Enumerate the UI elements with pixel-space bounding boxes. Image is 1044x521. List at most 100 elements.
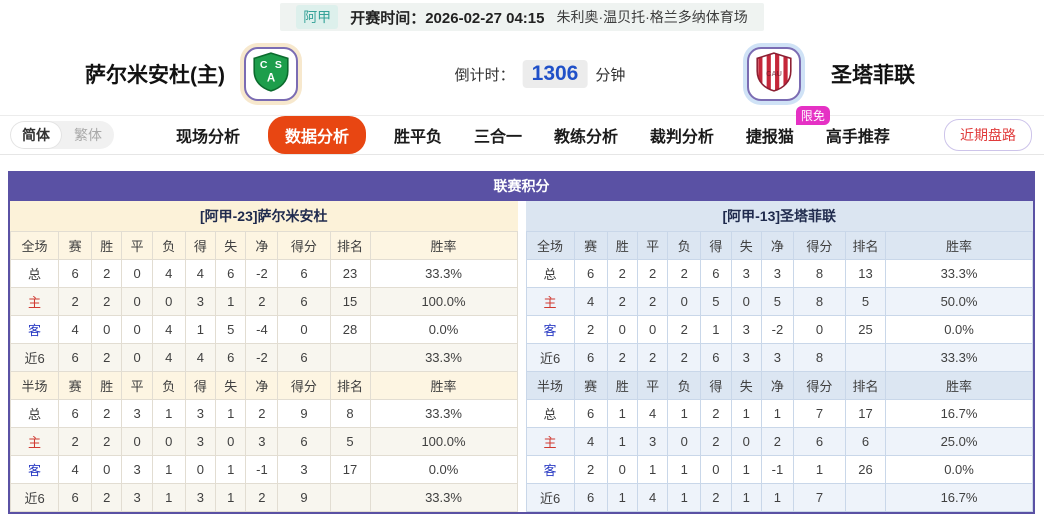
- stat-cell: 3: [760, 343, 794, 372]
- stat-cell: 9: [277, 483, 331, 512]
- stat-cell: -1: [245, 455, 279, 484]
- stat-cell: 2: [245, 399, 279, 428]
- column-header: 失: [730, 231, 762, 260]
- tab-three-in-one[interactable]: 三合一: [473, 129, 522, 146]
- svg-text:C: C: [260, 58, 268, 70]
- column-header: 赛: [573, 231, 608, 260]
- stat-cell: 8: [792, 259, 847, 288]
- lang-traditional-button[interactable]: 繁体: [74, 127, 102, 143]
- table-row: 近6 6 2 0 4 4 6 -2 6 33.3%: [9, 343, 518, 372]
- lang-simplified-button[interactable]: 简体: [10, 121, 62, 149]
- column-header: 负: [667, 371, 702, 400]
- column-header: 赛: [573, 371, 608, 400]
- stat-cell: [845, 343, 887, 372]
- stat-cell: 3: [184, 287, 217, 316]
- tab-win-draw-lose[interactable]: 胜平负: [393, 129, 442, 146]
- stat-cell: 2: [700, 483, 732, 512]
- stat-cell: 4: [58, 315, 93, 344]
- row-label: 客: [525, 455, 575, 484]
- stat-cell: 6: [573, 343, 608, 372]
- row-label: 总: [525, 259, 575, 288]
- panel-body: [阿甲-23]萨尔米安杜 全场赛胜平负得失净得分 排名 胜率总 6 2 0 4 4 6 -2 6 23…: [9, 201, 1033, 512]
- row-label: 总: [525, 399, 575, 428]
- stat-cell: 1: [215, 483, 247, 512]
- table-row: 客 4 0 0 4 1 5 -4 0 28 0.0%: [9, 315, 518, 344]
- column-header: 得: [184, 371, 217, 400]
- table-row: 近6 6 1 4 1 2 1 1 7 16.7%: [525, 483, 1033, 512]
- stat-cell: -2: [245, 343, 279, 372]
- stat-cell: 0: [792, 315, 847, 344]
- home-standings-table-wrap: 全场赛胜平负得失净得分 排名 胜率总 6 2 0 4 4 6 -2 6 23 33.3% 主 2 2 0 0 3 1 2…: [9, 231, 518, 512]
- column-header: 平: [121, 371, 153, 400]
- away-team-logo: CAU: [747, 47, 801, 101]
- tab-coach-analysis[interactable]: 教练分析: [553, 129, 618, 146]
- recent-trend-button[interactable]: 近期盘路: [944, 119, 1032, 151]
- column-header: 负: [151, 371, 186, 400]
- home-team-name: 萨尔米安杜(主): [85, 64, 225, 87]
- tab-live-analysis[interactable]: 现场分析: [176, 129, 241, 146]
- stat-cell: 2: [760, 427, 794, 456]
- table-row: 主 4 2 2 0 5 0 5 8 5 50.0%: [525, 287, 1033, 316]
- stat-cell: 25: [845, 315, 887, 344]
- tab-jiebao-cat[interactable]: 捷报猫 限免: [742, 106, 830, 153]
- stat-cell: 2: [606, 287, 638, 316]
- column-header: 排名: [329, 371, 371, 400]
- stat-cell: 16.7%: [885, 483, 1033, 512]
- stat-cell: 3: [730, 315, 762, 344]
- column-header: 平: [636, 231, 669, 260]
- column-header: 胜率: [369, 231, 518, 260]
- away-standings-subtitle: [阿甲-13]圣塔菲联: [525, 201, 1033, 231]
- stat-cell: 0.0%: [369, 315, 518, 344]
- stat-cell: 2: [91, 483, 123, 512]
- league-badge: 阿甲: [296, 5, 339, 29]
- stat-cell: 33.3%: [885, 259, 1033, 288]
- stat-cell: 2: [573, 315, 608, 344]
- stat-cell: 4: [151, 259, 186, 288]
- countdown-value: 1306: [522, 60, 588, 88]
- stat-cell: 3: [277, 455, 331, 484]
- top-bar: 阿甲 开赛时间：2026-02-27 04:15 朱利奥·温贝托·格兰多纳体育场: [0, 0, 1044, 33]
- column-header: 胜率: [369, 371, 518, 400]
- stat-cell: 25.0%: [885, 427, 1033, 456]
- column-header: 负: [667, 231, 702, 260]
- stat-cell: 1: [636, 455, 669, 484]
- stat-cell: 0: [151, 287, 186, 316]
- stat-cell: [329, 483, 371, 512]
- column-header: 全场: [525, 231, 575, 260]
- column-header: 赛: [58, 231, 93, 260]
- row-label: 近6: [525, 483, 575, 512]
- column-header: 失: [730, 371, 762, 400]
- stat-cell: 2: [700, 399, 732, 428]
- stat-cell: 3: [184, 483, 217, 512]
- match-header: 萨尔米安杜(主) C S A 倒计时： 1306 分钟: [0, 33, 1044, 115]
- tab-data-analysis[interactable]: 数据分析: [267, 116, 366, 154]
- stat-cell: 0.0%: [885, 315, 1033, 344]
- stat-cell: 100.0%: [369, 287, 518, 316]
- column-header: 半场: [525, 371, 575, 400]
- stat-cell: 0.0%: [369, 455, 518, 484]
- tab-expert-picks[interactable]: 高手推荐: [825, 129, 890, 146]
- row-label: 近6: [525, 343, 575, 372]
- stat-cell: 2: [58, 427, 93, 456]
- stat-cell: 16.7%: [885, 399, 1033, 428]
- stat-cell: 2: [667, 343, 702, 372]
- stat-cell: 0: [121, 287, 153, 316]
- stat-cell: 100.0%: [369, 427, 518, 456]
- stat-cell: 50.0%: [885, 287, 1033, 316]
- tab-referee-analysis[interactable]: 裁判分析: [649, 129, 714, 146]
- column-header: 半场: [9, 371, 60, 400]
- venue-name: 朱利奥·温贝托·格兰多纳体育场: [556, 9, 748, 25]
- league-standings-panel: 联赛积分 [阿甲-23]萨尔米安杜 全场赛胜平负得失净得分 排名 胜率总 6 2 0 4 4 6…: [8, 171, 1035, 514]
- stat-cell: 26: [845, 455, 887, 484]
- stat-cell: 4: [184, 343, 217, 372]
- stat-cell: -2: [760, 315, 794, 344]
- stat-cell: 33.3%: [369, 483, 518, 512]
- stat-cell: 0: [606, 455, 638, 484]
- stat-cell: 2: [91, 399, 123, 428]
- stat-cell: 2: [606, 343, 638, 372]
- stat-cell: 7: [792, 399, 847, 428]
- row-label: 近6: [9, 483, 60, 512]
- table-row: 主 2 2 0 0 3 1 2 6 15 100.0%: [9, 287, 518, 316]
- stat-cell: 1: [215, 287, 247, 316]
- home-standings: [阿甲-23]萨尔米安杜 全场赛胜平负得失净得分 排名 胜率总 6 2 0 4 4 6 -2 6 23…: [9, 201, 518, 512]
